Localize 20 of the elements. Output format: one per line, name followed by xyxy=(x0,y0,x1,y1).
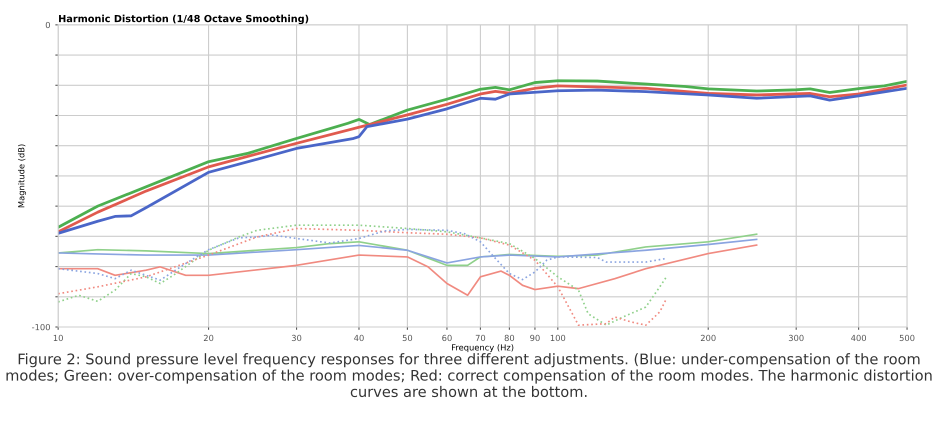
x-tick-label: 10 xyxy=(54,334,63,342)
x-tick-label: 50 xyxy=(402,334,412,342)
x-axis-title: Frequency (Hz) xyxy=(452,344,514,352)
y-axis-title: Magnitude (dB) xyxy=(18,144,26,208)
caption: Figure 2: Sound pressure level frequency responses for three different adjustments. (Blue: under-compensation of the room modes; Green: over-compensation of the room modes; Red: correct compensation of the room modes. The harmonic distortion curves are shown at the bottom. xyxy=(6,353,932,398)
x-tick-label: 40 xyxy=(354,334,364,342)
x-tick-label: 300 xyxy=(788,334,804,342)
chart-title: Harmonic Distortion (1/48 Octave Smoothing) xyxy=(59,14,308,24)
x-tick-label: 70 xyxy=(476,334,486,342)
x-tick-label: 200 xyxy=(700,334,716,342)
x-tick-label: 500 xyxy=(900,334,914,342)
x-tick-label: 80 xyxy=(504,334,514,342)
y-tick-label: 0 xyxy=(46,22,50,28)
x-tick-label: 90 xyxy=(530,334,540,342)
x-tick-label: 30 xyxy=(292,334,302,342)
x-tick-label: 400 xyxy=(851,334,866,342)
x-tick-label: 100 xyxy=(550,334,566,342)
y-tick-label: -100 xyxy=(32,324,50,330)
x-tick-label: 20 xyxy=(204,334,214,342)
x-tick-label: 60 xyxy=(442,334,452,342)
